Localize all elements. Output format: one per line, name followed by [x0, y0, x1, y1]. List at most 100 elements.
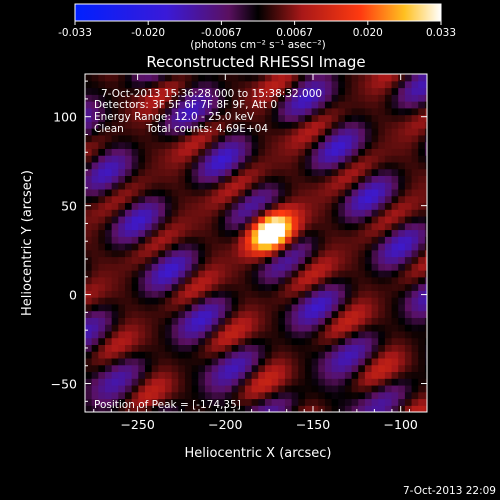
heatmap-cell	[131, 182, 139, 190]
heatmap-cell	[111, 107, 119, 116]
heatmap-cell	[271, 80, 279, 89]
heatmap-cell	[278, 168, 286, 176]
heatmap-cell	[118, 391, 126, 400]
heatmap-cell	[178, 283, 186, 291]
heatmap-cell	[378, 182, 386, 190]
heatmap-cell	[204, 155, 213, 163]
heatmap-cell	[378, 236, 386, 244]
heatmap-cell	[411, 161, 419, 170]
heatmap-cell	[291, 303, 299, 312]
heatmap-cell	[258, 168, 266, 176]
heatmap-cell	[85, 405, 93, 412]
heatmap-cell	[204, 337, 213, 345]
heatmap-cell	[371, 303, 379, 312]
heatmap-cell	[118, 134, 126, 143]
heatmap-cell	[238, 121, 246, 129]
heatmap-cell	[371, 74, 379, 75]
heatmap-cell	[118, 215, 126, 224]
heatmap-cell	[378, 364, 386, 373]
heatmap-cell	[111, 94, 119, 102]
heatmap-cell	[171, 155, 179, 163]
heatmap-cell	[258, 256, 266, 264]
heatmap-cell	[284, 80, 293, 89]
heatmap-cell	[271, 290, 279, 298]
heatmap-cell	[158, 80, 166, 89]
heatmap-cell	[251, 229, 259, 237]
heatmap-cell	[318, 270, 326, 278]
heatmap-cell	[338, 270, 346, 278]
heatmap-cell	[384, 74, 393, 82]
heatmap-cell	[191, 161, 199, 170]
heatmap-cell	[171, 405, 179, 412]
heatmap-cell	[131, 371, 139, 379]
heatmap-cell	[198, 209, 206, 217]
heatmap-cell	[338, 155, 346, 163]
heatmap-cell	[424, 330, 427, 339]
heatmap-cell	[251, 188, 259, 197]
heatmap-cell	[338, 310, 346, 318]
heatmap-cell	[131, 283, 139, 291]
heatmap-cell	[224, 249, 233, 258]
heatmap-cell	[331, 155, 339, 163]
heatmap-cell	[404, 80, 413, 89]
heatmap-cell	[258, 114, 266, 122]
heatmap-cell	[384, 310, 393, 318]
heatmap-cell	[111, 276, 119, 285]
heatmap-cell	[104, 357, 113, 366]
heatmap-cell	[198, 161, 206, 170]
heatmap-cell	[338, 114, 346, 122]
heatmap-cell	[198, 297, 206, 305]
heatmap-cell	[424, 236, 427, 244]
heatmap-cell	[278, 256, 286, 264]
heatmap-cell	[404, 134, 413, 143]
heatmap-cell	[384, 148, 393, 156]
heatmap-cell	[211, 337, 219, 345]
heatmap-cell	[131, 236, 139, 244]
heatmap-cell	[178, 195, 186, 204]
heatmap-cell	[338, 378, 346, 386]
heatmap-cell	[404, 317, 413, 325]
heatmap-cell	[244, 74, 253, 82]
heatmap-cell	[351, 303, 359, 312]
heatmap-cell	[144, 276, 153, 285]
heatmap-cell	[318, 148, 326, 156]
heatmap-cell	[371, 168, 379, 176]
heatmap-cell	[151, 202, 159, 210]
heatmap-cell	[331, 74, 339, 82]
heatmap-cell	[158, 364, 166, 373]
heatmap-cell	[144, 161, 153, 170]
heatmap-cell	[311, 107, 319, 116]
heatmap-cell	[124, 188, 133, 197]
heatmap-cell	[171, 141, 179, 149]
heatmap-cell	[411, 74, 419, 82]
heatmap-cell	[391, 161, 399, 170]
heatmap-cell	[338, 121, 346, 129]
heatmap-cell	[158, 168, 166, 176]
heatmap-cell	[184, 195, 193, 204]
heatmap-cell	[231, 175, 239, 183]
heatmap-cell	[191, 121, 199, 129]
heatmap-cell	[198, 344, 206, 352]
heatmap-cell	[91, 351, 99, 359]
heatmap-cell	[218, 297, 226, 305]
heatmap-cell	[191, 155, 199, 163]
heatmap-cell	[424, 121, 427, 129]
heatmap-cell	[291, 155, 299, 163]
heatmap-cell	[151, 371, 159, 379]
heatmap-cell	[198, 378, 206, 386]
heatmap-cell	[158, 222, 166, 231]
heatmap-cell	[171, 290, 179, 298]
heatmap-cell	[98, 148, 106, 156]
heatmap-cell	[211, 270, 219, 278]
heatmap-cell	[138, 357, 146, 366]
heatmap-cell	[211, 357, 219, 366]
heatmap-cell	[351, 324, 359, 332]
heatmap-cell	[324, 324, 333, 332]
heatmap-cell	[151, 263, 159, 271]
heatmap-cell	[138, 121, 146, 129]
heatmap-cell	[164, 215, 173, 224]
heatmap-cell	[311, 141, 319, 149]
heatmap-cell	[85, 80, 93, 89]
heatmap-cell	[118, 378, 126, 386]
heatmap-cell	[364, 310, 373, 318]
